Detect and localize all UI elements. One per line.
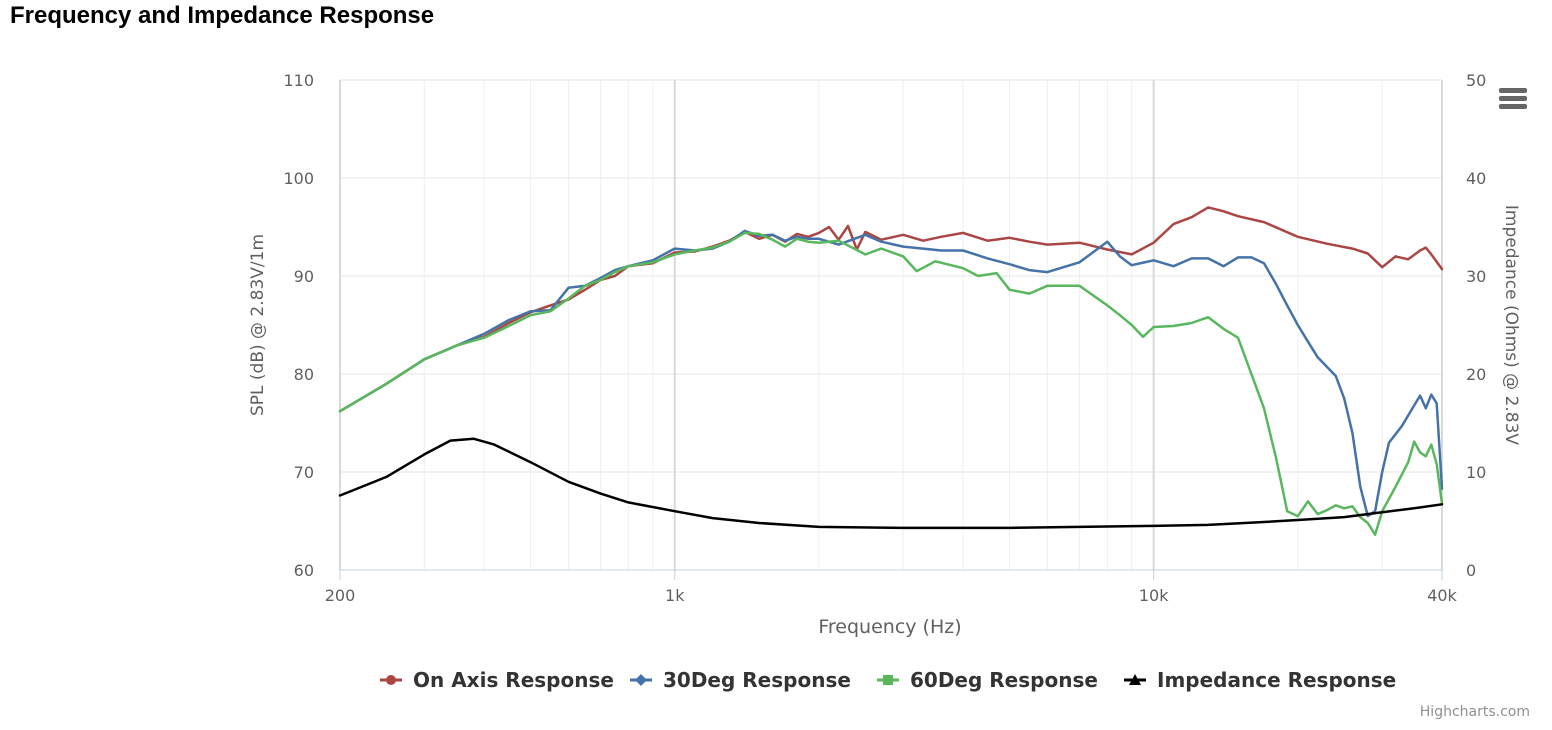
y2-tick-label: 30 [1466,267,1486,286]
page-title: Frequency and Impedance Response [10,2,435,29]
y-tick-label: 110 [283,71,314,90]
series-line [338,231,1444,536]
series-line [338,229,1444,518]
y2-tick-label: 0 [1466,561,1476,580]
y-axis-title-right: Impedance (Ohms) @ 2.83V [1501,205,1521,446]
legend-circle-marker [386,675,396,685]
y-tick-label: 90 [294,267,314,286]
y2-tick-label: 20 [1466,365,1486,384]
y-tick-label: 100 [283,169,314,188]
legend-label: Impedance Response [1157,668,1396,692]
legend-label: 30Deg Response [663,668,851,692]
legend-label: On Axis Response [413,668,614,692]
y-axis-title-left: SPL (dB) @ 2.83V/1m [248,234,268,416]
series-line [338,437,1444,530]
legend-label: 60Deg Response [910,668,1098,692]
hamburger-menu-icon[interactable] [1496,84,1530,116]
series-layer [338,206,1444,536]
plot-area [340,80,1442,570]
legend: On Axis Response 30Deg Response 60Deg Resp… [380,668,1396,692]
y-tick-label: 70 [294,463,314,482]
axis-layer: 60 70 80 90 100 110 0 10 20 30 40 50 200 1k 10k 40k [283,71,1486,605]
x-tick-label: 10k [1139,586,1169,605]
y2-tick-label: 50 [1466,71,1486,90]
x-axis-title: Frequency (Hz) [818,616,961,638]
legend-triangle-marker [1129,674,1141,685]
credits-link[interactable]: Highcharts.com [1419,704,1530,720]
y2-tick-label: 40 [1466,169,1486,188]
legend-square-marker [883,675,893,685]
x-tick-label: 1k [665,586,685,605]
y-tick-label: 80 [294,365,314,384]
legend-diamond-marker [635,674,647,686]
x-tick-label: 40k [1427,586,1457,605]
x-tick-label: 200 [325,586,356,605]
minor-grid [423,80,1383,570]
y-tick-label: 60 [294,561,314,580]
y2-tick-label: 10 [1466,463,1486,482]
